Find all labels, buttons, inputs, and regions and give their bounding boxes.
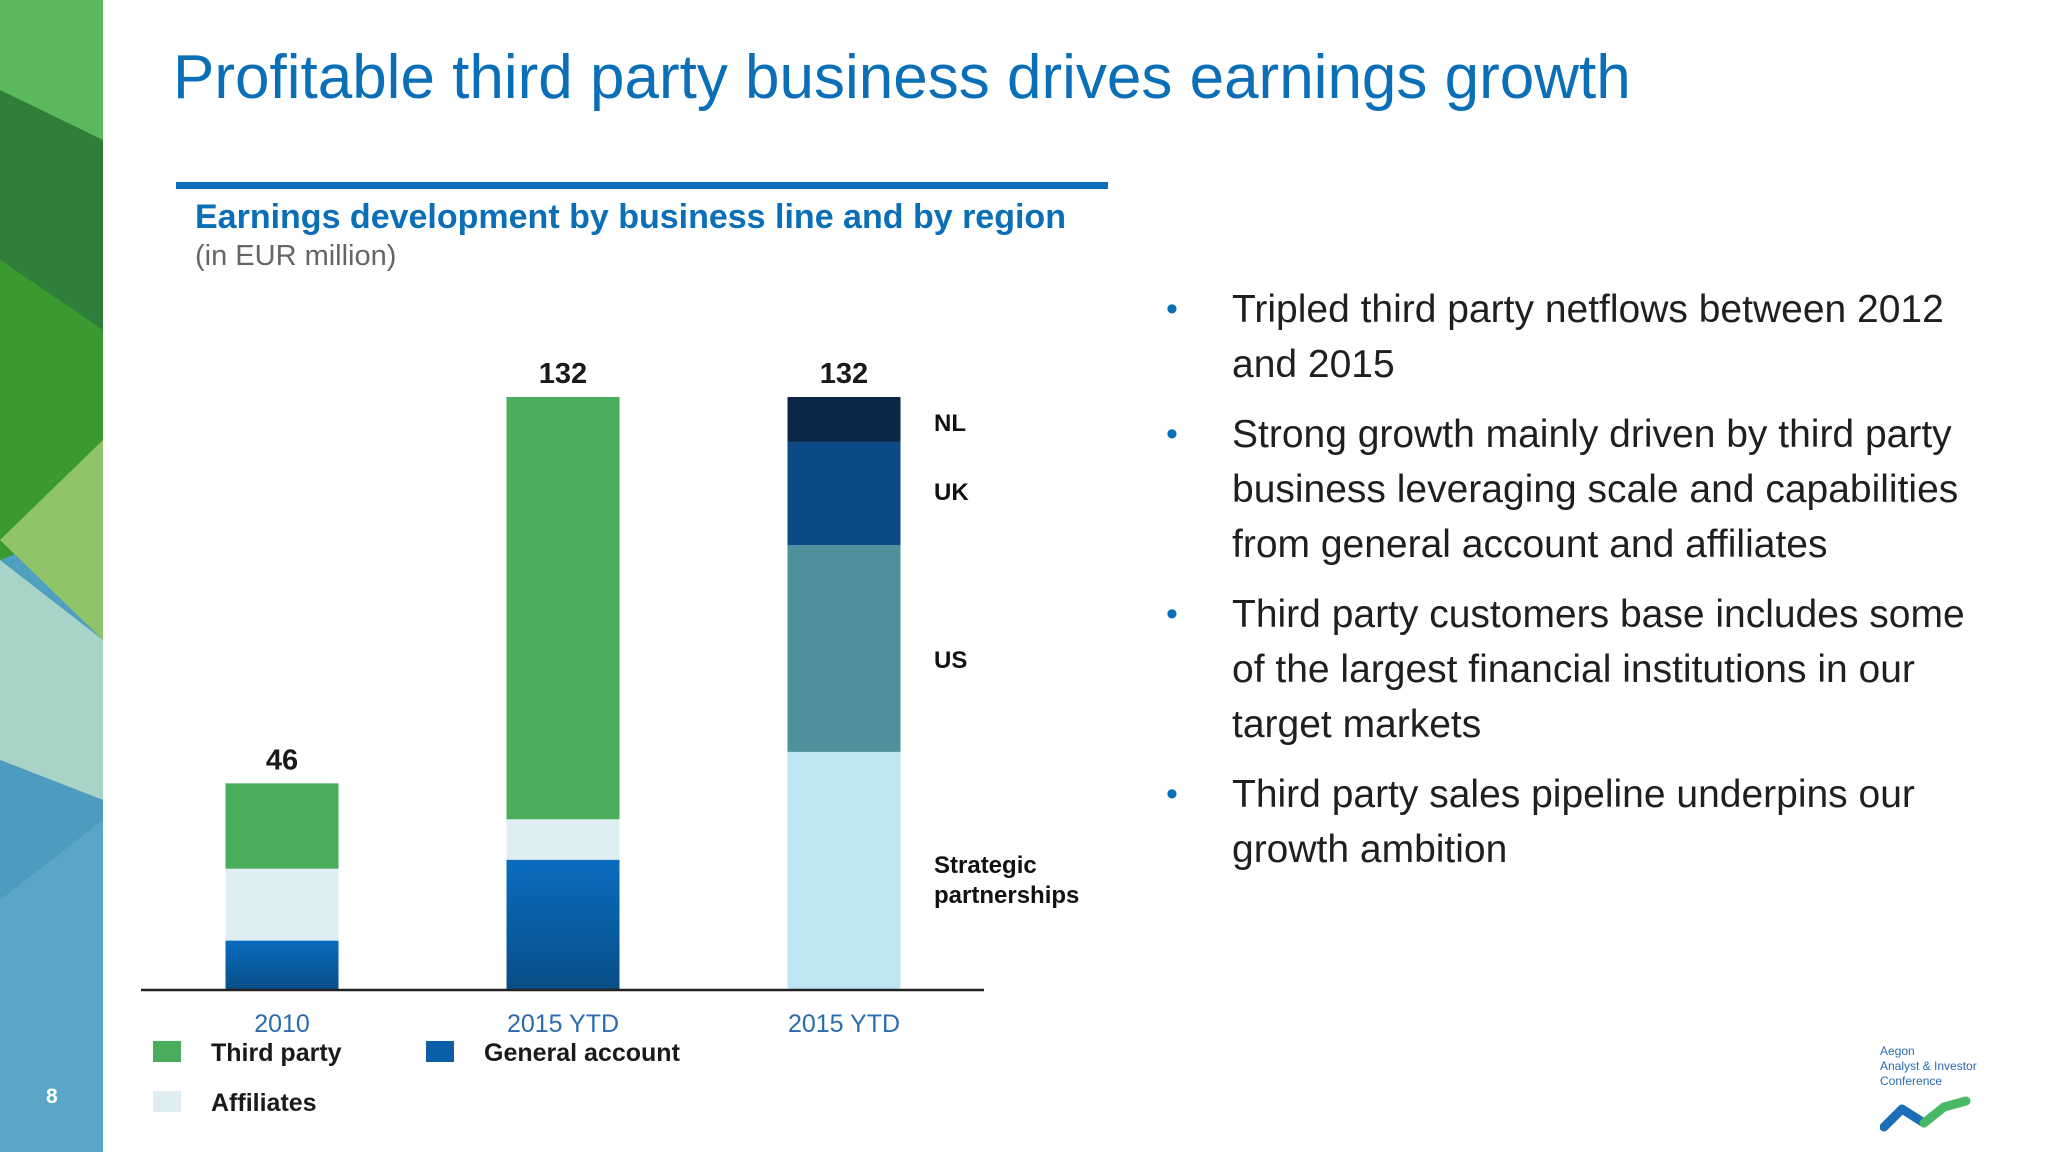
- legend-swatch: [153, 1041, 181, 1062]
- legend-label: General account: [484, 1039, 681, 1067]
- bar-segment-affiliates: [506, 819, 620, 860]
- bullet-text: Tripled third party netflows between 201…: [1232, 288, 1944, 386]
- bar-total-label: 46: [266, 744, 298, 776]
- legend-swatch: [426, 1041, 454, 1062]
- logo-wave-icon: [1880, 1096, 1971, 1132]
- bullet-marker: •: [1166, 415, 1178, 453]
- bar-total-label: 132: [820, 358, 868, 390]
- category-label: 2015 YTD: [507, 1010, 619, 1038]
- segment-label-uk: UK: [934, 479, 969, 506]
- legend-label: Affiliates: [211, 1089, 317, 1117]
- legend-label: Third party: [211, 1039, 342, 1067]
- bar-segment-strategic-partnerships: [787, 751, 901, 990]
- bullet-item: • Strong growth mainly driven by third pa…: [1160, 407, 2000, 572]
- bullet-item: • Third party sales pipeline underpins ou…: [1160, 767, 2000, 877]
- bar-total-label: 132: [539, 358, 587, 390]
- bullet-marker: •: [1166, 595, 1178, 633]
- chart-title: Earnings development by business line an…: [195, 198, 1066, 236]
- bullet-marker: •: [1166, 775, 1178, 813]
- bullet-list: • Tripled third party netflows between 20…: [1160, 282, 2000, 892]
- bar-segment-third-party: [225, 783, 339, 869]
- bar-segment-uk: [787, 441, 901, 546]
- chart-subtitle: (in EUR million): [195, 240, 397, 272]
- page-number: 8: [46, 1085, 58, 1108]
- stacked-bar-chart: 46 2010 132 2015 YTD 132 2015 YTD NL UK US Strate…: [141, 358, 1079, 1117]
- conference-logo: Aegon Analyst & Investor Conference: [1880, 1044, 1990, 1133]
- bar-segment-general-account: [506, 859, 620, 990]
- bar-segment-nl: [787, 397, 901, 442]
- bullet-text: Strong growth mainly driven by third par…: [1232, 413, 1959, 566]
- decorative-side-panel: 8: [0, 0, 103, 1152]
- chart-top-rule: [176, 182, 1108, 189]
- bullet-item: • Tripled third party netflows between 20…: [1160, 282, 2000, 392]
- bar-segment-affiliates: [225, 868, 339, 941]
- side-panel-graphic: [0, 0, 103, 1152]
- slide-title: Profitable third party business drives e…: [173, 43, 1631, 112]
- bullet-text: Third party customers base includes some…: [1232, 593, 1965, 746]
- bar-segment-general-account: [225, 940, 339, 990]
- bar-segment-third-party: [506, 397, 620, 820]
- segment-label-us: US: [934, 647, 967, 674]
- logo-text: Aegon Analyst & Investor Conference: [1880, 1044, 1977, 1088]
- segment-label-strategic-partnerships: Strategic partnerships: [934, 852, 1079, 909]
- segment-label-nl: NL: [934, 410, 966, 437]
- legend-swatch: [153, 1091, 181, 1112]
- bullet-item: • Third party customers base includes som…: [1160, 587, 2000, 752]
- bullet-text: Third party sales pipeline underpins our…: [1232, 773, 1915, 871]
- bar-segment-us: [787, 545, 901, 752]
- category-label: 2010: [254, 1010, 310, 1038]
- category-label: 2015 YTD: [788, 1010, 900, 1038]
- bullet-marker: •: [1166, 290, 1178, 328]
